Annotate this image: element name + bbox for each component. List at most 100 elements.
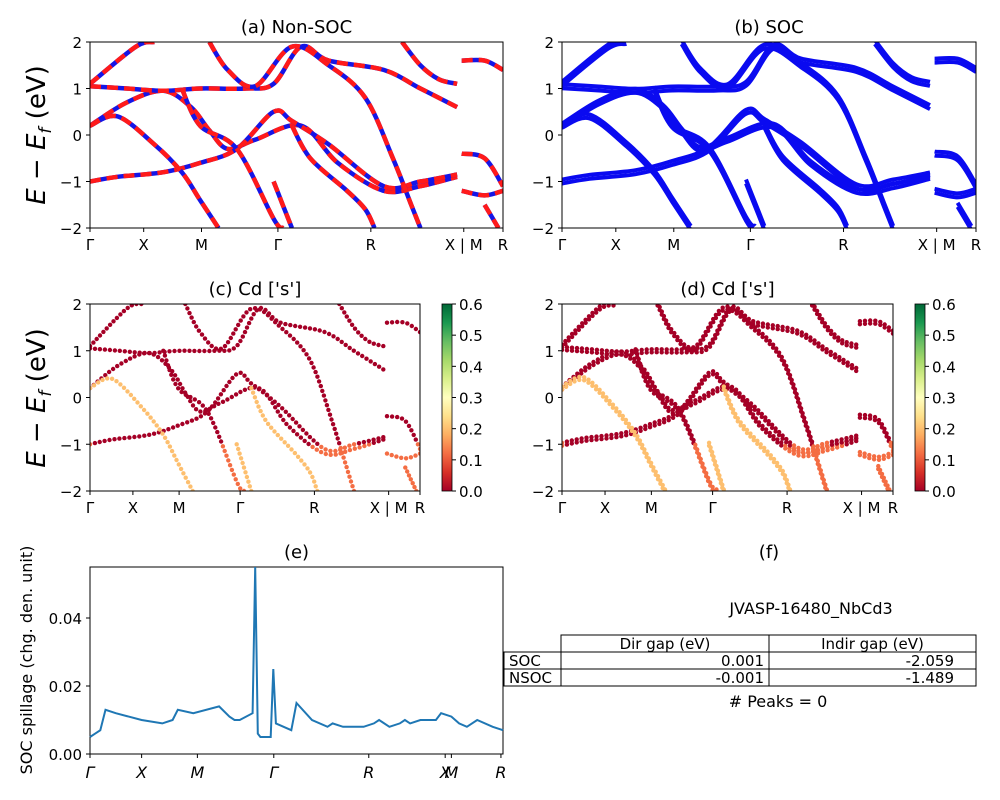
projected-band-point <box>415 442 420 447</box>
projected-band-point <box>337 441 342 446</box>
panel-e-xtick-label: R <box>495 763 506 782</box>
projected-band-point <box>734 311 739 316</box>
projected-band-point <box>828 352 833 358</box>
projected-band-point <box>127 435 132 440</box>
nonsoc-band-dashed-line <box>482 203 501 228</box>
projected-band-point <box>269 316 274 321</box>
projected-band-point <box>231 331 236 336</box>
projected-band-point <box>796 448 801 454</box>
projected-band-point <box>192 397 197 402</box>
projected-band-point <box>134 304 139 307</box>
projected-band-point <box>832 335 837 340</box>
projected-band-point <box>841 360 846 366</box>
soc-band-line <box>679 42 895 228</box>
projected-band-point <box>231 472 236 477</box>
projected-band-point <box>207 348 212 354</box>
projected-band-point <box>686 347 691 353</box>
panel-a-bands <box>90 42 503 228</box>
projected-band-point <box>234 442 239 447</box>
projected-band-point <box>181 471 186 476</box>
projected-band-point <box>569 348 575 353</box>
projected-band-point <box>376 364 382 369</box>
projected-band-point <box>307 434 313 440</box>
projected-band-point <box>566 338 571 343</box>
projected-band-point <box>760 426 765 432</box>
nonsoc-band-dashed-line <box>461 57 503 72</box>
projected-band-point <box>347 474 352 479</box>
colorbar-tick-label: 0.3 <box>932 390 956 408</box>
panel-c-ytick-label: 2 <box>72 296 82 314</box>
projected-band-point <box>878 322 883 328</box>
projected-band-point <box>312 327 318 332</box>
projected-band-point <box>693 401 698 406</box>
projected-band-point <box>791 446 797 451</box>
band-guide <box>339 304 383 346</box>
projected-band-point <box>659 350 664 355</box>
soc-band-line <box>562 115 692 228</box>
projected-band-point <box>238 370 243 375</box>
projected-band-point <box>801 454 806 459</box>
table-cell-indir-gap: -2.059 <box>906 652 954 670</box>
projected-band-point <box>177 348 182 353</box>
projected-band-point <box>132 354 137 359</box>
colorbar-tick-label: 0.5 <box>932 327 956 345</box>
projected-band-point <box>257 307 263 312</box>
projected-band-point <box>569 334 575 340</box>
projected-band-point <box>574 348 580 354</box>
projected-band-point <box>748 434 753 439</box>
panel-e-xtick-label: X <box>135 763 148 782</box>
table-cell-dir-gap: 0.001 <box>721 652 764 670</box>
projected-band-point <box>112 437 117 442</box>
projected-band-point <box>110 366 116 372</box>
projected-band-point <box>371 437 376 442</box>
projected-band-point <box>367 339 372 344</box>
projected-band-point <box>648 387 653 392</box>
projected-band-point <box>233 477 238 482</box>
projected-band-point <box>619 434 624 439</box>
projected-band-point <box>665 398 670 404</box>
projected-band-point <box>775 326 780 332</box>
projected-band-point <box>157 350 162 355</box>
projected-band-point <box>206 340 211 345</box>
projected-band-point <box>283 321 288 327</box>
panel-d-xtick-label: X | M <box>843 499 881 517</box>
projected-band-point <box>837 358 842 363</box>
projected-band-point <box>666 418 671 423</box>
projected-band-point <box>240 334 245 339</box>
soc-band-line <box>955 205 973 228</box>
projected-band-point <box>395 414 400 420</box>
panel-a-ytick-label: 1 <box>72 81 82 99</box>
table-row-label: SOC <box>509 652 541 670</box>
energy-axis-label: E − Ef (eV) <box>22 328 56 468</box>
projected-band-point <box>189 315 194 320</box>
projected-band-point <box>227 463 233 468</box>
projected-band-point <box>352 446 357 451</box>
projected-band-point <box>345 469 351 475</box>
projected-band-point <box>589 437 594 443</box>
panel-a-ytick-label: −1 <box>60 174 82 192</box>
projected-band-point <box>562 443 565 448</box>
projected-band-point <box>338 445 343 451</box>
projected-band-point <box>187 310 192 316</box>
projected-band-point <box>300 427 306 433</box>
projected-band-point <box>410 481 415 486</box>
projected-band-point <box>862 415 868 421</box>
projected-band-point <box>886 454 891 460</box>
projected-band-point <box>406 473 412 478</box>
projected-band-point <box>800 450 806 455</box>
projected-band-point <box>564 348 570 353</box>
projected-band-point <box>197 348 202 354</box>
projected-band-point <box>190 488 195 491</box>
panel-e-xtick-label: Γ <box>86 763 96 782</box>
projected-band-point <box>138 404 143 409</box>
projected-band-point <box>167 349 172 354</box>
projected-band-point <box>161 348 166 353</box>
projected-band-point <box>584 438 589 443</box>
projected-band-point <box>586 317 592 322</box>
panel-a-ytick-label: 2 <box>72 34 82 52</box>
projected-band-point <box>629 351 634 357</box>
projected-band-point <box>298 435 304 440</box>
projected-band-point <box>162 353 168 358</box>
projected-band-point <box>586 380 591 385</box>
projected-band-point <box>678 341 683 347</box>
